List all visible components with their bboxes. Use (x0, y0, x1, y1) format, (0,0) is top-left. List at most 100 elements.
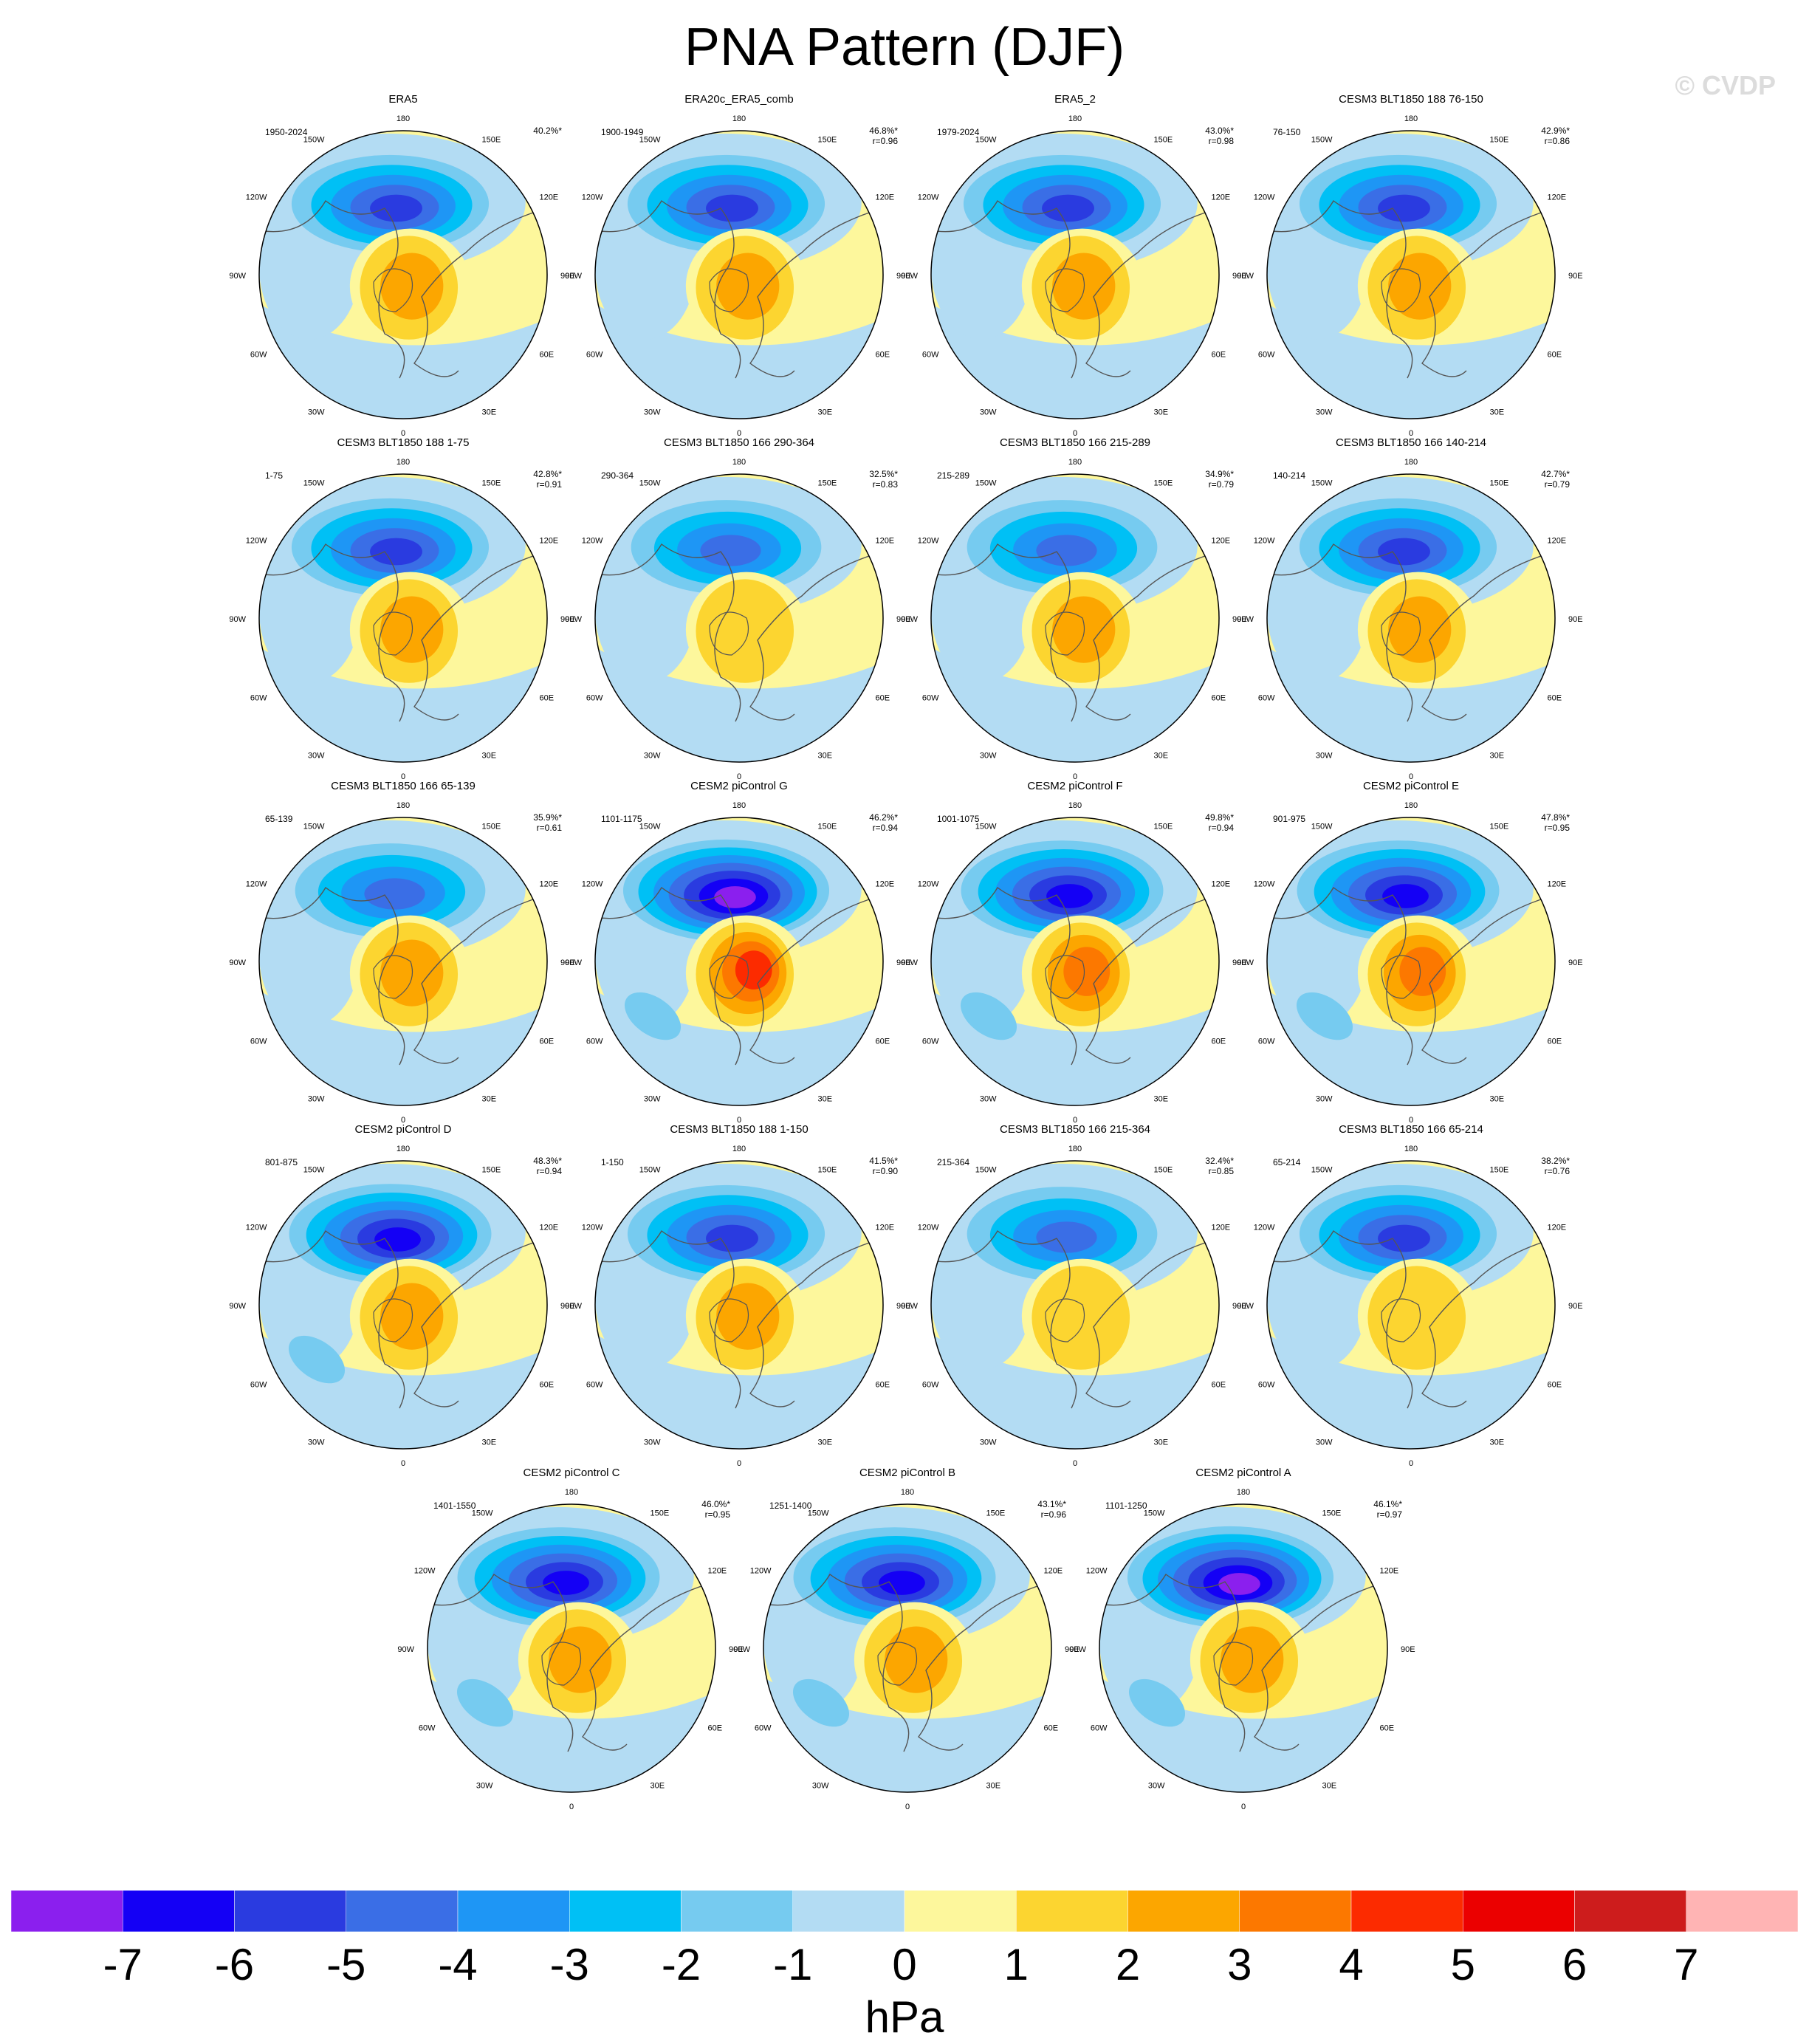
map-border (594, 817, 884, 1106)
colorbar-tick-label: -4 (438, 1940, 477, 1989)
longitude-label: 60W (250, 694, 267, 703)
longitude-label: 30E (986, 1781, 1001, 1790)
pacific-low-contour (374, 1227, 421, 1252)
atlantic-low (456, 1678, 514, 1727)
longitude-label: 60E (875, 351, 890, 360)
longitude-label: 30E (482, 751, 497, 760)
longitude-label: 90E (1232, 1302, 1247, 1311)
panel-variance: 46.0%* (701, 1499, 730, 1509)
panel-title: CESM2 piControl D (355, 1123, 452, 1136)
panel-title: ERA5 (388, 93, 417, 106)
longitude-label: 0 (401, 1459, 405, 1468)
longitude-label: 180 (397, 1145, 410, 1153)
longitude-label: 180 (732, 1145, 746, 1153)
panel-years: 1950-2024 (265, 127, 308, 137)
longitude-label: 90E (1232, 272, 1247, 281)
watermark: © CVDP (1675, 70, 1776, 100)
panel-years: 290-364 (601, 470, 634, 481)
longitude-label: 120E (539, 880, 558, 889)
longitude-label: 30W (1316, 751, 1333, 760)
panel-variance: 49.8%* (1205, 812, 1234, 823)
longitude-label: 60W (250, 1381, 267, 1390)
map-border (1266, 1160, 1556, 1450)
panel-title: CESM2 piControl E (1363, 780, 1459, 792)
coastline (373, 268, 413, 312)
longitude-label: 180 (1404, 458, 1418, 467)
coastline (931, 543, 1077, 722)
longitude-label: 90E (896, 615, 911, 624)
arctic-high-contour (549, 1626, 612, 1693)
longitude-label: 60E (707, 1724, 722, 1733)
arctic-high-contour (1367, 1266, 1466, 1370)
longitude-label: 30E (1490, 1094, 1505, 1103)
longitude-label: 180 (565, 1488, 578, 1497)
longitude-label: 60W (250, 351, 267, 360)
panel-title: CESM3 BLT1850 188 76-150 (1339, 93, 1483, 106)
longitude-label: 90W (901, 615, 918, 624)
longitude-label: 180 (1404, 1145, 1418, 1153)
longitude-label: 150W (639, 823, 661, 831)
panel-variance: 38.2%* (1541, 1156, 1570, 1166)
arctic-high-contour (1221, 1626, 1284, 1693)
longitude-label: 60E (1211, 1038, 1226, 1046)
longitude-label: 90E (560, 1302, 575, 1311)
longitude-label: 120E (1043, 1567, 1063, 1576)
colorbar-tick-label: -3 (550, 1940, 589, 1989)
map-panel: 180 150E 120E 90E 60E 30E 0 30W 60W 90W 120W 150W CE… (565, 780, 910, 1125)
longitude-label: 150E (1322, 1509, 1342, 1518)
negative-anomaly-south (595, 648, 883, 762)
pacific-low-contour (1382, 884, 1429, 908)
longitude-label: 120W (1086, 1567, 1108, 1576)
coastline (709, 268, 749, 312)
longitude-label: 120W (246, 193, 267, 202)
longitude-label: 90E (729, 1645, 744, 1654)
longitude-label: 30W (308, 408, 325, 416)
coastline (749, 894, 883, 1064)
colorbar-swatch (904, 1890, 1017, 1932)
panel-years: 901-975 (1273, 814, 1305, 824)
longitude-label: 150W (1311, 136, 1333, 145)
longitude-label: 30E (818, 751, 833, 760)
negative-anomaly-south (595, 1334, 883, 1449)
longitude-label: 150W (303, 1166, 325, 1175)
longitude-label: 150W (975, 823, 997, 831)
longitude-label: 0 (401, 1116, 405, 1125)
coastline (1085, 208, 1219, 377)
panel-variance: 48.3%* (533, 1156, 562, 1166)
longitude-label: 30W (980, 408, 997, 416)
longitude-label: 120E (1211, 193, 1230, 202)
longitude-label: 90W (1237, 958, 1254, 967)
longitude-label: 150E (1490, 1166, 1509, 1175)
panel-years: 76-150 (1273, 127, 1301, 137)
map-panel: 180 150E 120E 90E 60E 30E 0 30W 60W 90W 120W 150W CE… (1069, 1467, 1415, 1811)
map-border (763, 1503, 1052, 1793)
longitude-label: 90W (1237, 615, 1254, 624)
longitude-label: 90W (901, 272, 918, 281)
panel-title: CESM3 BLT1850 166 290-364 (664, 436, 814, 449)
coastline (259, 886, 405, 1066)
panel-variance: 42.8%* (533, 469, 562, 479)
map-border (1099, 1503, 1388, 1793)
longitude-label: 120E (539, 193, 558, 202)
longitude-label: 30E (482, 1094, 497, 1103)
longitude-label: 30E (1154, 1438, 1169, 1447)
longitude-label: 90W (229, 1302, 246, 1311)
longitude-label: 30E (1490, 751, 1505, 760)
longitude-label: 30E (818, 1438, 833, 1447)
arctic-high-contour (1063, 947, 1111, 996)
panel-correlation: r=0.95 (1545, 823, 1571, 833)
colorbar-swatch (1686, 1890, 1799, 1932)
map-border (1266, 473, 1556, 763)
longitude-label: 120W (1254, 537, 1275, 546)
colorbar-tick-label: 7 (1674, 1940, 1698, 1989)
pacific-low-contour (1378, 538, 1430, 566)
panel-title: ERA5_2 (1054, 93, 1096, 106)
pacific-low-contour (370, 538, 422, 566)
longitude-label: 150W (808, 1509, 829, 1518)
coastline (373, 611, 413, 656)
longitude-label: 60W (755, 1724, 772, 1733)
panel-variance: 46.8%* (869, 126, 898, 136)
longitude-label: 150W (975, 136, 997, 145)
pacific-low-contour (364, 878, 425, 910)
negative-anomaly-south (931, 648, 1219, 762)
